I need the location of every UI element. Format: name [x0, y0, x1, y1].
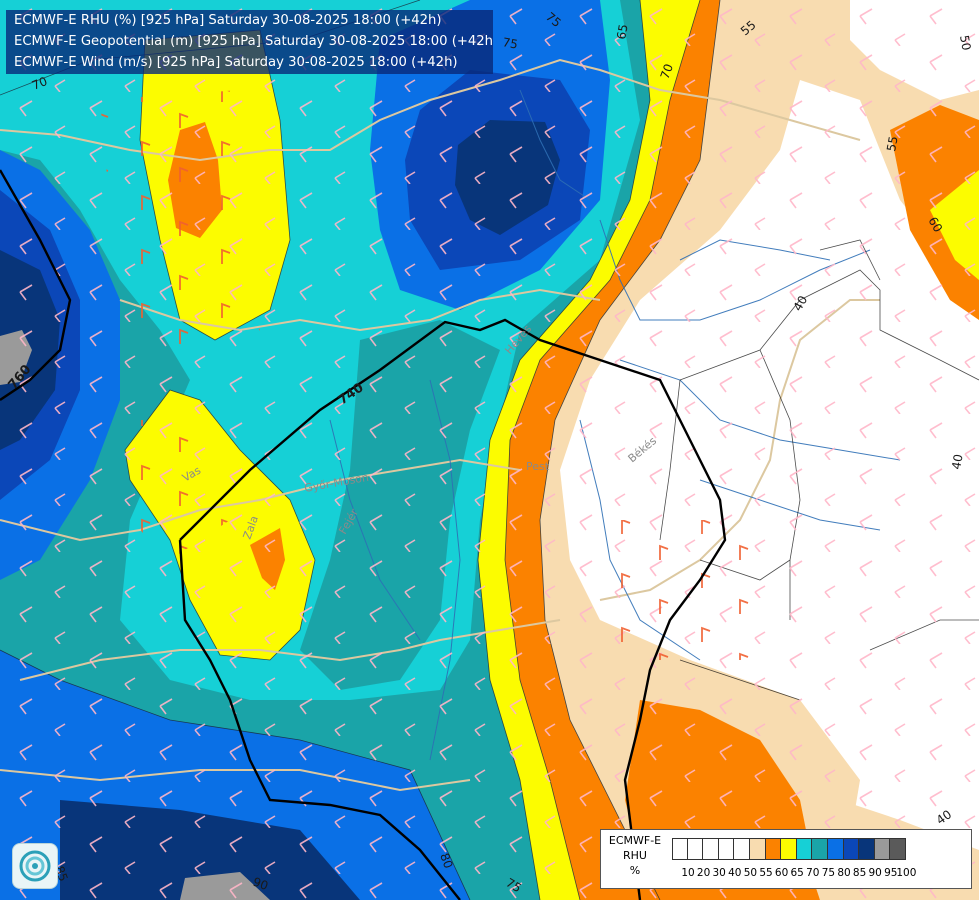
legend-swatch	[765, 838, 782, 860]
contour-label: 50	[957, 34, 973, 51]
legend-swatches	[672, 838, 906, 860]
legend-swatch	[827, 838, 844, 860]
legend-swatch	[843, 838, 860, 860]
geopotential-lines	[0, 169, 727, 900]
contour-label: 65	[614, 23, 630, 40]
contour-label: 40	[790, 293, 810, 313]
legend-tick-label: 90	[868, 867, 882, 879]
legend-tick-label: 60	[774, 867, 789, 879]
legend-title-unit: %	[629, 864, 641, 877]
contour-label: 40	[949, 453, 965, 470]
legend-tick-label: 95	[884, 867, 898, 879]
legend-tick-label: 80	[837, 867, 851, 879]
contour-label: 70	[30, 74, 49, 93]
legend-swatch	[874, 838, 891, 860]
legend-swatch	[812, 838, 828, 860]
color-legend: ECMWF-E RHU % 10 20 30 40 50 55 60 65 70 75 80 85 90…	[600, 829, 972, 889]
legend-swatch	[734, 838, 750, 860]
legend-tick-label: 10	[681, 867, 695, 879]
legend-swatch	[781, 838, 797, 860]
legend-swatch	[718, 838, 735, 860]
legend-tick-label: 55	[759, 867, 773, 879]
map-title-box: ECMWF-E RHU (%) [925 hPa] Saturday 30-08…	[6, 10, 493, 74]
legend-tick-label: 65	[790, 867, 804, 879]
legend-tick-label: 30	[712, 867, 726, 879]
legend-swatch	[749, 838, 766, 860]
contour-label: 55	[884, 135, 900, 152]
legend-tick-label: 75	[821, 867, 836, 879]
legend-tick-label: 40	[728, 867, 742, 879]
contour-label: 70	[658, 62, 676, 81]
legend-swatch	[796, 838, 813, 860]
legend-swatch	[859, 838, 875, 860]
legend-tick-label: 70	[806, 867, 820, 879]
wind-title: ECMWF-E Wind (m/s) [925 hPa] Saturday 30…	[14, 55, 458, 70]
legend-tick-label: 85	[852, 867, 867, 879]
legend-swatch	[687, 838, 704, 860]
legend-title-variable: RHU	[623, 849, 647, 862]
legend-tick-label: 50	[743, 867, 758, 879]
provider-logo	[12, 843, 58, 889]
legend-title-model: ECMWF-E	[608, 834, 662, 847]
geopotential-title: ECMWF-E Geopotential (m) [925 hPa] Satur…	[14, 34, 493, 49]
contour-label: 75	[501, 35, 518, 51]
wind-barbs-strong	[100, 90, 780, 660]
place-label-pest: Pest	[526, 460, 550, 473]
legend-tick-label: 100	[896, 867, 917, 879]
swirl-icon	[19, 850, 51, 882]
contour-label: 80	[437, 851, 455, 870]
legend-tick-label: 20	[696, 867, 711, 879]
rhu-title: ECMWF-E RHU (%) [925 hPa] Saturday 30-08…	[14, 13, 442, 28]
legend-title: ECMWF-E RHU %	[603, 833, 667, 878]
contour-label: 60	[925, 215, 945, 235]
legend-swatch	[890, 838, 906, 860]
legend-swatch	[703, 838, 719, 860]
contour-label: 75	[504, 875, 524, 895]
contour-label: 90	[251, 875, 270, 893]
legend-swatch	[672, 838, 688, 860]
